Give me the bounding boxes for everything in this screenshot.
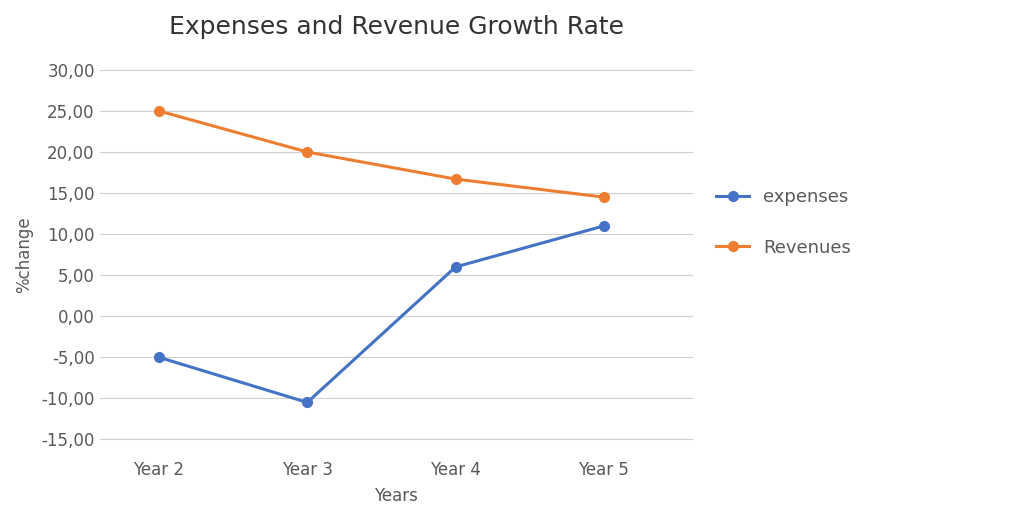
expenses bbox=[301, 399, 313, 406]
Line: Revenues: Revenues bbox=[154, 106, 608, 202]
Revenues bbox=[153, 108, 165, 114]
Line: expenses: expenses bbox=[154, 221, 608, 407]
Legend: expenses, Revenues: expenses, Revenues bbox=[701, 174, 865, 271]
Title: Expenses and Revenue Growth Rate: Expenses and Revenue Growth Rate bbox=[169, 15, 624, 39]
Y-axis label: %change: %change bbox=[15, 216, 33, 293]
expenses bbox=[450, 264, 462, 270]
expenses bbox=[153, 354, 165, 360]
Revenues bbox=[301, 149, 313, 155]
Revenues bbox=[598, 194, 610, 200]
X-axis label: Years: Years bbox=[375, 487, 418, 505]
expenses bbox=[598, 223, 610, 229]
Revenues bbox=[450, 176, 462, 182]
